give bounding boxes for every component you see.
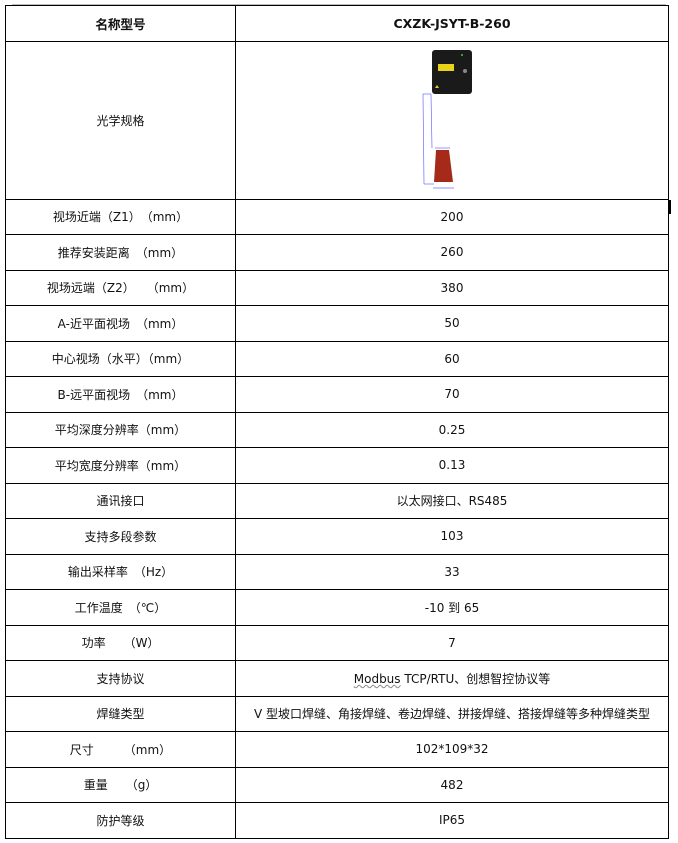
table-row: 尺寸 （mm） 102*109*32 — [5, 731, 669, 768]
row-label: 支持多段参数 — [5, 518, 236, 555]
sensor-fov-diagram — [422, 49, 472, 188]
sensor-connector-icon — [463, 68, 467, 73]
sensor-logo — [438, 63, 454, 71]
optical-spec-label: 光学规格 — [5, 40, 236, 200]
row-label: B-远平面视场 （mm） — [5, 376, 236, 413]
table-row: 平均深度分辨率（mm） 0.25 — [5, 411, 669, 448]
text-cursor — [669, 200, 671, 214]
optical-spec-row: 光学规格 — [5, 40, 669, 200]
optical-spec-image-cell — [235, 40, 669, 200]
table-row: 支持多段参数 103 — [5, 518, 669, 555]
row-label: 重量 （g） — [5, 766, 236, 803]
table-row: 支持协议 Modbus TCP/RTU、创想智控协议等 — [5, 660, 669, 697]
table-row: 视场近端（Z1） （mm） 200 — [5, 198, 669, 235]
table-row: 重量 （g） 482 — [5, 766, 669, 803]
row-value: V 型坡口焊缝、角接焊缝、卷边焊缝、拼接焊缝、搭接焊缝等多种焊缝类型 — [235, 695, 669, 732]
header-model: CXZK-JSYT-B-260 — [235, 5, 669, 42]
table-row: 中心视场（水平）（mm） 60 — [5, 340, 669, 377]
row-value: 380 — [235, 269, 669, 306]
protocol-rest: TCP/RTU、创想智控协议等 — [400, 671, 551, 686]
row-value: 0.13 — [235, 447, 669, 484]
table-row: A-近平面视场 （mm） 50 — [5, 305, 669, 342]
row-label: 工作温度 （℃） — [5, 589, 236, 626]
row-value: 200 — [235, 198, 669, 235]
table-row: 通讯接口 以太网接口、RS485 — [5, 482, 669, 519]
table-row: 功率 （W） 7 — [5, 624, 669, 661]
sensor-led-icon — [461, 53, 463, 56]
table-row: 防护等级 IP65 — [5, 802, 669, 839]
spec-table: 名称型号 CXZK-JSYT-B-260 光学规格 视场近端（Z1） （mm） 2… — [5, 5, 669, 839]
row-label: 输出采样率 （Hz） — [5, 553, 236, 590]
warning-icon — [435, 84, 439, 88]
row-value: 7 — [235, 624, 669, 661]
row-label: 功率 （W） — [5, 624, 236, 661]
row-value: Modbus TCP/RTU、创想智控协议等 — [235, 660, 669, 697]
row-label: 通讯接口 — [5, 482, 236, 519]
sensor-body — [432, 49, 472, 94]
row-label: 尺寸 （mm） — [5, 731, 236, 768]
row-label: 焊缝类型 — [5, 695, 236, 732]
row-value: 102*109*32 — [235, 731, 669, 768]
row-value: 以太网接口、RS485 — [235, 482, 669, 519]
row-label: 防护等级 — [5, 802, 236, 839]
table-row: B-远平面视场 （mm） 70 — [5, 376, 669, 413]
table-row: 推荐安装距离 （mm） 260 — [5, 234, 669, 271]
row-value: 70 — [235, 376, 669, 413]
row-value: 33 — [235, 553, 669, 590]
row-value: 0.25 — [235, 411, 669, 448]
protocol-modbus: Modbus — [353, 671, 401, 686]
header-label: 名称型号 — [5, 5, 236, 42]
dimension-lines — [422, 93, 454, 188]
row-label: 中心视场（水平）（mm） — [5, 340, 236, 377]
row-label: 平均深度分辨率（mm） — [5, 411, 236, 448]
row-value: -10 到 65 — [235, 589, 669, 626]
row-value: 103 — [235, 518, 669, 555]
table-row: 平均宽度分辨率（mm） 0.13 — [5, 447, 669, 484]
table-row: 视场远端（Z2） （mm） 380 — [5, 269, 669, 306]
field-of-view-shape — [434, 149, 453, 182]
table-row: 焊缝类型 V 型坡口焊缝、角接焊缝、卷边焊缝、拼接焊缝、搭接焊缝等多种焊缝类型 — [5, 695, 669, 732]
row-label: 推荐安装距离 （mm） — [5, 234, 236, 271]
row-label: 支持协议 — [5, 660, 236, 697]
row-value: 260 — [235, 234, 669, 271]
table-row: 工作温度 （℃） -10 到 65 — [5, 589, 669, 626]
row-label: 视场远端（Z2） （mm） — [5, 269, 236, 306]
row-value: 482 — [235, 766, 669, 803]
page-top-rule — [12, 4, 666, 5]
row-label: A-近平面视场 （mm） — [5, 305, 236, 342]
row-value: IP65 — [235, 802, 669, 839]
table-header-row: 名称型号 CXZK-JSYT-B-260 — [5, 5, 669, 42]
row-value: 50 — [235, 305, 669, 342]
row-label: 平均宽度分辨率（mm） — [5, 447, 236, 484]
row-label: 视场近端（Z1） （mm） — [5, 198, 236, 235]
row-value: 60 — [235, 340, 669, 377]
table-row: 输出采样率 （Hz） 33 — [5, 553, 669, 590]
